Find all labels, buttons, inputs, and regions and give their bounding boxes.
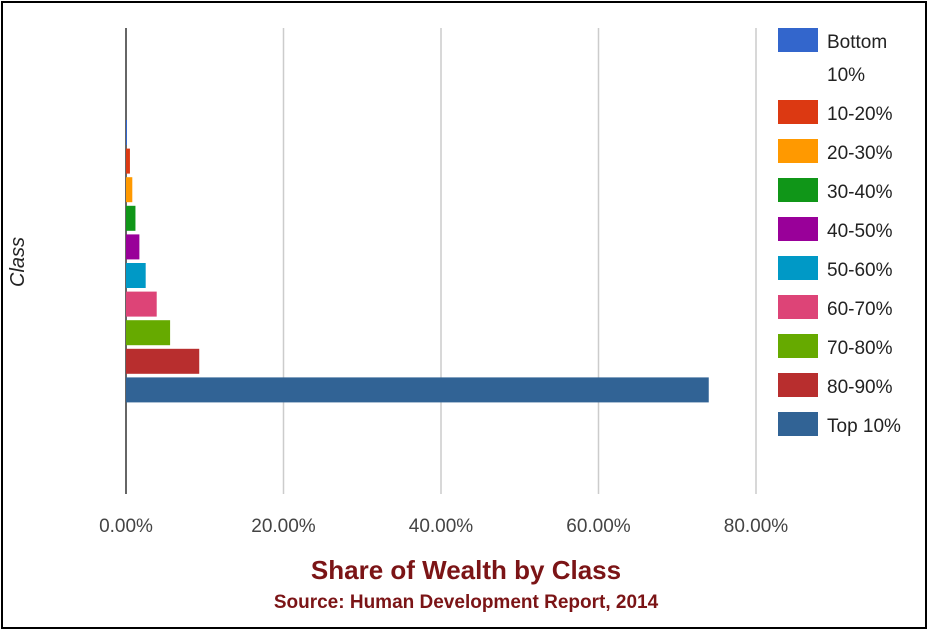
legend: Bottom 10% 10-20% 20-30% 30-40% 40-50% 50-60% 6…: [778, 28, 901, 437]
legend-item: 80-90%: [778, 373, 893, 398]
legend-item: 70-80%: [778, 334, 893, 359]
legend-label: 10-20%: [827, 104, 893, 125]
legend-item: 10-20%: [778, 100, 893, 125]
chart-subtitle: Source: Human Development Report, 2014: [273, 592, 659, 613]
x-tick-label: 0.00%: [99, 516, 153, 537]
legend-label: 50-60%: [827, 260, 893, 281]
legend-label: 80-90%: [827, 377, 893, 398]
x-tick-label: 80.00%: [724, 516, 789, 537]
y-axis-label: Class: [7, 237, 29, 287]
legend-swatch: [778, 334, 818, 358]
x-tick-label: 20.00%: [251, 516, 316, 537]
legend-swatch: [778, 217, 818, 241]
bar-80-90-: [126, 348, 200, 374]
grid-lines: [125, 28, 757, 494]
legend-label: Bottom: [827, 32, 887, 53]
legend-swatch: [778, 139, 818, 163]
legend-label: 10%: [827, 65, 865, 86]
legend-swatch: [778, 295, 818, 319]
legend-item: 50-60%: [778, 256, 893, 281]
bar-50-60-: [126, 263, 146, 288]
legend-item: 40-50%: [778, 217, 893, 242]
bar-40-50-: [126, 234, 140, 260]
legend-swatch: [778, 373, 818, 397]
bar-top-10-: [126, 377, 709, 403]
legend-swatch: [778, 412, 818, 436]
legend-label: 30-40%: [827, 182, 893, 203]
x-axis-tick-labels: 0.00% 20.00% 40.00% 60.00% 80.00%: [99, 516, 788, 537]
legend-label: Top 10%: [827, 416, 901, 437]
legend-label: 60-70%: [827, 299, 893, 320]
legend-item: Bottom 10%: [778, 28, 887, 86]
bar-60-70-: [126, 291, 157, 317]
x-tick-label: 60.00%: [566, 516, 631, 537]
chart-title: Share of Wealth by Class: [310, 555, 622, 585]
legend-item: 20-30%: [778, 139, 893, 164]
legend-label: 70-80%: [827, 338, 893, 359]
legend-label: 20-30%: [827, 143, 893, 164]
bar-bottom-10-: [126, 120, 127, 145]
legend-swatch: [778, 100, 818, 124]
legend-item: 30-40%: [778, 178, 893, 203]
legend-swatch: [778, 178, 818, 202]
legend-label: 40-50%: [827, 221, 893, 242]
x-tick-label: 40.00%: [409, 516, 474, 537]
bars: [126, 120, 709, 403]
bar-20-30-: [126, 177, 133, 203]
legend-item: Top 10%: [778, 412, 901, 437]
legend-item: 60-70%: [778, 295, 893, 320]
legend-swatch: [778, 28, 818, 52]
bar-10-20-: [126, 148, 130, 174]
bar-30-40-: [126, 205, 136, 231]
bar-70-80-: [126, 320, 171, 346]
legend-swatch: [778, 256, 818, 280]
